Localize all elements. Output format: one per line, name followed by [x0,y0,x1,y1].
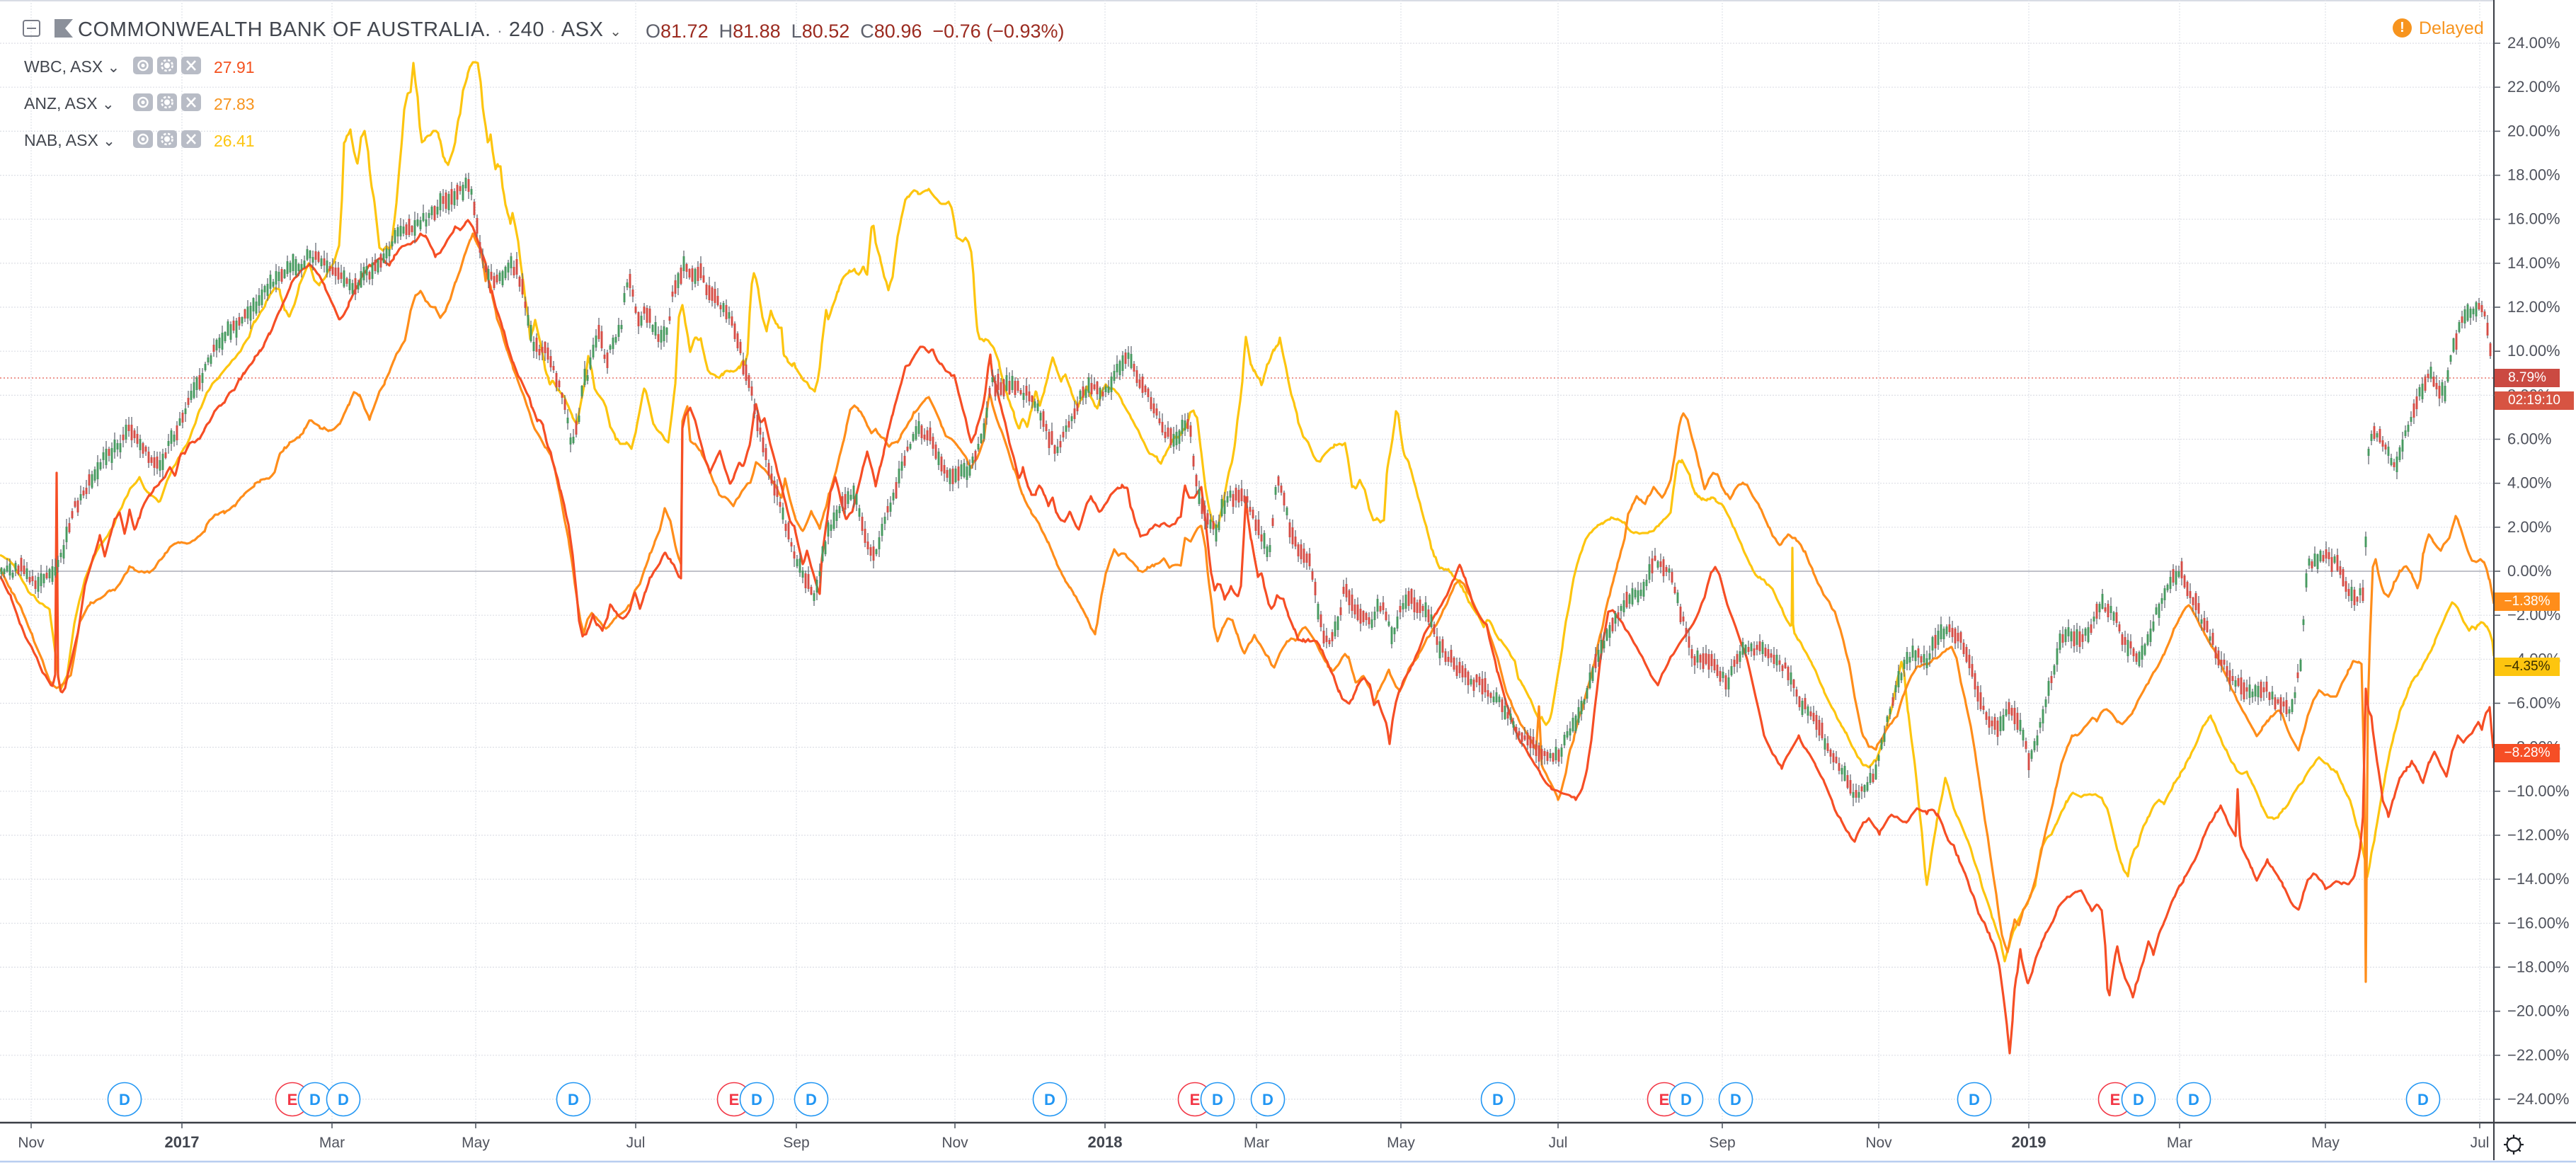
svg-text:E: E [2110,1091,2121,1108]
svg-text:Nov: Nov [18,1135,45,1151]
svg-text:22.00%: 22.00% [2507,78,2560,96]
svg-text:−20.00%: −20.00% [2507,1002,2569,1020]
svg-text:2017: 2017 [165,1133,200,1151]
svg-text:12.00%: 12.00% [2507,298,2560,316]
svg-text:−12.00%: −12.00% [2507,826,2569,844]
svg-text:D: D [2417,1091,2429,1108]
svg-text:Jul: Jul [626,1135,646,1151]
svg-text:−14.00%: −14.00% [2507,870,2569,888]
svg-text:D: D [119,1091,130,1108]
svg-text:May: May [462,1135,490,1151]
svg-text:D: D [1262,1091,1273,1108]
svg-text:E: E [729,1091,740,1108]
svg-text:D: D [1212,1091,1223,1108]
svg-text:Nov: Nov [1865,1135,1892,1151]
svg-text:E: E [1659,1091,1670,1108]
svg-text:2018: 2018 [1088,1133,1123,1151]
svg-text:D: D [1044,1091,1055,1108]
svg-text:14.00%: 14.00% [2507,254,2560,272]
svg-text:Mar: Mar [1244,1135,1269,1151]
svg-text:−16.00%: −16.00% [2507,914,2569,932]
svg-text:−18.00%: −18.00% [2507,958,2569,975]
svg-text:E: E [1190,1091,1201,1108]
svg-text:E: E [287,1091,298,1108]
svg-text:Sep: Sep [1709,1135,1735,1151]
svg-text:16.00%: 16.00% [2507,210,2560,228]
svg-text:D: D [1492,1091,1504,1108]
svg-text:Jul: Jul [1549,1135,1568,1151]
svg-text:6.00%: 6.00% [2507,430,2551,448]
svg-text:2019: 2019 [2012,1133,2047,1151]
svg-text:D: D [1681,1091,1692,1108]
svg-text:24.00%: 24.00% [2507,34,2560,52]
svg-text:0.00%: 0.00% [2507,562,2551,580]
svg-text:Sep: Sep [783,1135,809,1151]
svg-text:May: May [1387,1135,1415,1151]
svg-text:Mar: Mar [319,1135,345,1151]
svg-text:D: D [1969,1091,1980,1108]
svg-text:Jul: Jul [2471,1135,2490,1151]
svg-text:D: D [338,1091,349,1108]
svg-text:−22.00%: −22.00% [2507,1046,2569,1064]
svg-text:D: D [309,1091,321,1108]
svg-text:D: D [751,1091,762,1108]
svg-text:18.00%: 18.00% [2507,166,2560,184]
svg-text:−24.00%: −24.00% [2507,1090,2569,1108]
svg-text:D: D [1730,1091,1741,1108]
svg-text:D: D [2133,1091,2144,1108]
svg-text:4.00%: 4.00% [2507,474,2551,492]
svg-text:10.00%: 10.00% [2507,342,2560,360]
svg-text:D: D [806,1091,817,1108]
svg-text:D: D [2188,1091,2199,1108]
svg-text:Nov: Nov [941,1135,968,1151]
svg-text:May: May [2311,1135,2340,1151]
svg-text:−10.00%: −10.00% [2507,782,2569,800]
svg-text:−6.00%: −6.00% [2507,694,2560,712]
svg-text:D: D [568,1091,579,1108]
svg-text:2.00%: 2.00% [2507,518,2551,536]
svg-text:Mar: Mar [2167,1135,2192,1151]
svg-text:20.00%: 20.00% [2507,122,2560,139]
